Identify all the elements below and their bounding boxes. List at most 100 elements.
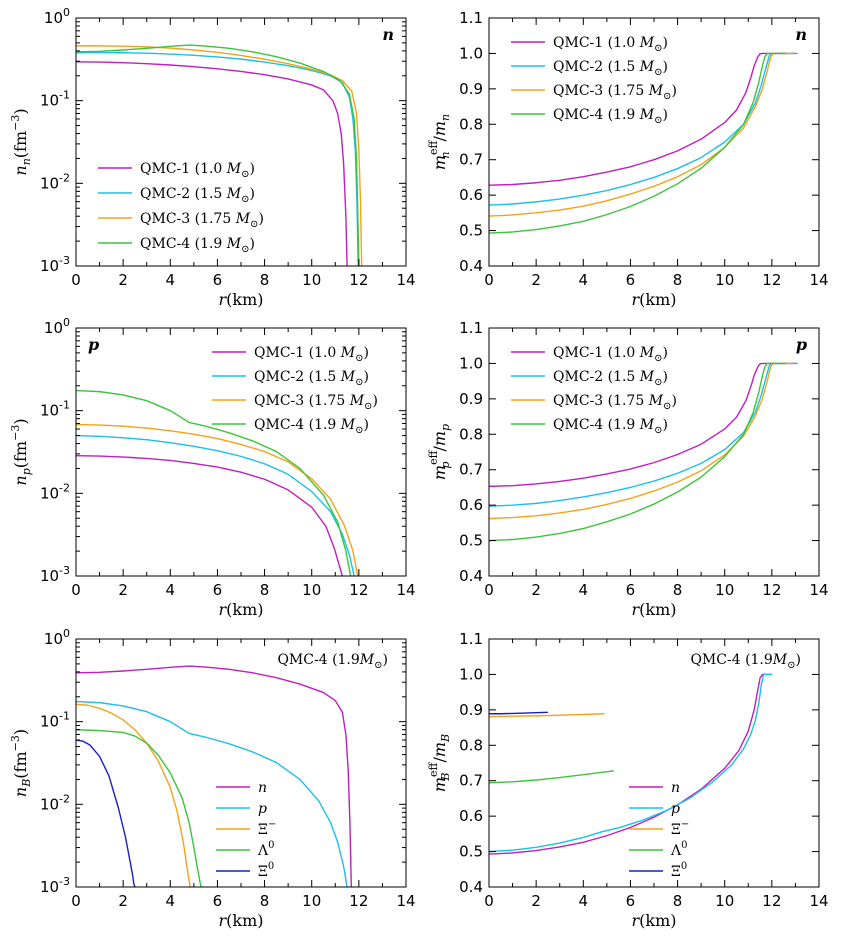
legend: QMC-1 (1.0 M⊙)QMC-2 (1.5 M⊙)QMC-3 (1.75 … xyxy=(511,35,677,126)
legend-label: Λ0 xyxy=(257,840,275,859)
legend-label-unit: M xyxy=(235,211,251,227)
series-line-QMC-3-1-75-M- xyxy=(489,52,794,217)
y-label-slash: / xyxy=(430,446,449,452)
y-axis-label: meffn/mn xyxy=(427,114,452,170)
legend-label-sub: ⊙ xyxy=(355,353,363,364)
legend-label-close: ) xyxy=(364,345,369,361)
series-line-QMC-4-1-9-M- xyxy=(76,44,360,266)
x-tick-label: 8 xyxy=(260,271,270,289)
legend-label-sub: ⊙ xyxy=(663,401,671,412)
x-tick-label: 10 xyxy=(715,581,734,599)
y-tick-label: 0.8 xyxy=(459,425,483,443)
series-line-- xyxy=(489,713,605,718)
y-tick-label: 0.6 xyxy=(459,807,483,825)
series-group xyxy=(76,389,359,576)
x-axis-label: r(km) xyxy=(218,911,263,930)
x-axis-label: r(km) xyxy=(631,600,676,619)
y-label-close: ) xyxy=(11,418,30,424)
y-tick-label: 0.8 xyxy=(459,736,483,754)
y-tick-label: 1.0 xyxy=(459,44,483,62)
y-label-sub: B xyxy=(439,773,452,782)
y-axis-label: nB(fm−3) xyxy=(9,729,33,797)
legend-label-main: QMC-3 (1.75 xyxy=(553,393,649,409)
series-line-QMC-2-1-5-M- xyxy=(489,362,798,507)
legend-label: p xyxy=(258,801,267,817)
legend-label-sup: 0 xyxy=(681,861,687,872)
legend-label-sub: ⊙ xyxy=(355,425,363,436)
x-label-var: r xyxy=(218,290,227,309)
legend-label-close: ) xyxy=(372,393,377,409)
x-label-unit: (km) xyxy=(226,290,263,309)
y-label-unit: (fm xyxy=(11,131,30,158)
y-tick-exponent: -3 xyxy=(59,875,70,888)
x-tick-label: 2 xyxy=(118,581,128,599)
legend-label-close: ) xyxy=(663,59,668,75)
legend-label: QMC-4 (1.9 M⊙) xyxy=(553,107,668,126)
y-label-close: ) xyxy=(11,108,30,114)
title-unit: M xyxy=(359,652,375,668)
x-tick-label: 0 xyxy=(71,581,81,599)
title-close: ) xyxy=(796,652,801,668)
y-label-sup: −3 xyxy=(9,735,22,751)
legend-label-main: QMC-2 (1.5 xyxy=(254,369,341,385)
legend-label-unit: M xyxy=(639,417,655,433)
y-tick-label: 1.0 xyxy=(459,354,483,372)
y-label-var: n xyxy=(11,787,30,797)
legend-label: n xyxy=(258,780,267,796)
y-tick-label: 0.9 xyxy=(459,701,483,719)
x-axis-label: r(km) xyxy=(218,290,263,309)
x-tick-label: 14 xyxy=(809,271,828,289)
y-axis-label: np(fm−3) xyxy=(9,418,33,485)
legend-label-unit: M xyxy=(349,393,365,409)
y-tick-base: 10 xyxy=(40,878,59,896)
x-tick-label: 6 xyxy=(626,892,636,910)
legend-label: QMC-4 (1.9 M⊙) xyxy=(254,417,369,436)
y-label-sup: −3 xyxy=(9,115,22,131)
legend-label: QMC-3 (1.75 M⊙) xyxy=(140,211,264,230)
legend-label-main: Ξ xyxy=(671,822,681,838)
x-tick-label: 0 xyxy=(484,892,494,910)
legend-label: QMC-1 (1.0 M⊙) xyxy=(553,345,668,364)
y-tick-exponent: 0 xyxy=(63,316,70,329)
series-group xyxy=(489,52,798,234)
x-tick-label: 4 xyxy=(166,581,176,599)
x-tick-label: 8 xyxy=(673,892,683,910)
x-tick-label: 10 xyxy=(715,892,734,910)
y-tick-base: 10 xyxy=(40,402,59,420)
legend-label-sub: ⊙ xyxy=(355,377,363,388)
y-label-slash: / xyxy=(430,757,449,763)
y-tick-exponent: -1 xyxy=(59,399,70,412)
series-line-QMC-1-1-0-M- xyxy=(489,362,796,488)
x-tick-label: 4 xyxy=(166,892,176,910)
y-label-sup: eff xyxy=(427,139,440,155)
y-label-var2: m xyxy=(430,742,449,757)
legend-label-close: ) xyxy=(671,83,676,99)
y-label-sup: eff xyxy=(427,761,440,777)
y-label-unit: (fm xyxy=(11,751,30,778)
legend-label-main: Ξ xyxy=(258,822,268,838)
y-tick-label: 10-1 xyxy=(40,710,70,731)
y-tick-exponent: -3 xyxy=(59,564,70,577)
legend: QMC-1 (1.0 M⊙)QMC-2 (1.5 M⊙)QMC-3 (1.75 … xyxy=(98,161,264,255)
y-tick-label: 1.1 xyxy=(459,9,483,27)
legend-label: QMC-2 (1.5 M⊙) xyxy=(553,59,668,78)
x-tick-label: 8 xyxy=(673,581,683,599)
series-line-QMC-2-1-5-M- xyxy=(489,52,798,206)
title-main: QMC-4 (1.9 xyxy=(277,652,359,668)
panel-corner-label: p xyxy=(796,335,807,354)
x-tick-label: 12 xyxy=(762,581,781,599)
panel-np: 0 2 4 6 8 10 12 1410-310-210-1100r(km)np(fm−3)p… xyxy=(9,316,416,619)
legend-label-sub: ⊙ xyxy=(241,244,249,255)
legend: QMC-1 (1.0 M⊙)QMC-2 (1.5 M⊙)QMC-3 (1.75 … xyxy=(212,345,378,436)
y-tick-label: 0.5 xyxy=(459,532,483,550)
legend-label-sup: − xyxy=(268,819,276,830)
legend-label-main: n xyxy=(258,780,267,796)
series-line-QMC-3-1-75-M- xyxy=(76,423,359,576)
legend-label: QMC-2 (1.5 M⊙) xyxy=(254,369,369,388)
series-line-QMC-1-1-0-M- xyxy=(489,52,796,186)
legend-label-main: Λ xyxy=(670,843,682,859)
y-tick-base: 10 xyxy=(40,567,59,585)
y-tick-label: 0.5 xyxy=(459,222,483,240)
legend-label-main: QMC-3 (1.75 xyxy=(254,393,350,409)
